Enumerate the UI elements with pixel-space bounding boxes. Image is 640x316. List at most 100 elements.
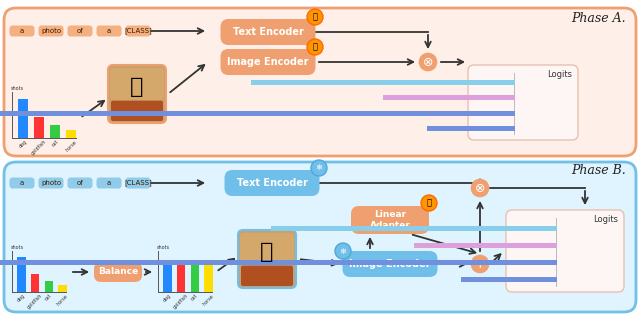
FancyBboxPatch shape (241, 266, 293, 286)
Text: [CLASS]: [CLASS] (124, 179, 152, 186)
Text: ❄: ❄ (339, 246, 346, 256)
Circle shape (311, 160, 327, 176)
FancyBboxPatch shape (38, 178, 63, 189)
Text: Logits: Logits (547, 70, 572, 79)
FancyBboxPatch shape (351, 206, 429, 234)
Bar (191, 263, 199, 292)
Text: shots: shots (11, 86, 24, 91)
Bar (414, 243, 557, 248)
Text: Image Encoder: Image Encoder (227, 57, 308, 67)
Text: Text Encoder: Text Encoder (237, 178, 307, 188)
Text: dog: dog (499, 111, 511, 116)
Bar (0, 260, 557, 265)
Text: 🔥: 🔥 (312, 42, 317, 52)
Text: a: a (20, 28, 24, 34)
Text: cat: cat (190, 293, 199, 302)
Text: ❄: ❄ (316, 163, 323, 173)
Text: Balance: Balance (98, 268, 138, 276)
Bar (163, 263, 172, 292)
Circle shape (419, 53, 437, 71)
Bar (251, 80, 515, 85)
Bar (18, 99, 28, 138)
FancyBboxPatch shape (110, 68, 164, 100)
Text: dog: dog (17, 293, 26, 303)
FancyBboxPatch shape (4, 8, 636, 156)
Bar (17, 257, 26, 292)
Text: ⊗: ⊗ (475, 181, 485, 195)
Bar (34, 117, 44, 138)
FancyBboxPatch shape (506, 210, 624, 292)
Text: of: of (77, 28, 83, 34)
FancyBboxPatch shape (10, 178, 35, 189)
Text: Phase B.: Phase B. (572, 164, 626, 177)
Text: shots: shots (157, 245, 170, 250)
Text: 🐕: 🐕 (260, 242, 274, 262)
Text: cat: cat (501, 80, 511, 85)
Text: a: a (20, 180, 24, 186)
Text: Image Encoder: Image Encoder (349, 259, 431, 269)
Circle shape (307, 9, 323, 25)
Circle shape (421, 195, 437, 211)
FancyBboxPatch shape (221, 49, 316, 75)
Text: goldfish: goldfish (173, 293, 190, 310)
Text: goldfish: goldfish (31, 139, 47, 156)
Text: horse: horse (64, 139, 77, 152)
Bar (31, 274, 40, 292)
Text: horse: horse (535, 243, 552, 248)
Bar (177, 263, 186, 292)
Text: goldfish: goldfish (486, 126, 511, 131)
Text: 🔥: 🔥 (312, 13, 317, 21)
FancyBboxPatch shape (38, 26, 63, 37)
Bar (45, 281, 53, 292)
FancyBboxPatch shape (125, 26, 150, 37)
FancyBboxPatch shape (238, 230, 296, 288)
Text: Text Encoder: Text Encoder (232, 27, 303, 37)
FancyBboxPatch shape (221, 19, 316, 45)
FancyBboxPatch shape (111, 101, 163, 121)
Text: ⊗: ⊗ (423, 56, 433, 69)
Bar (0, 111, 515, 116)
Text: of: of (77, 180, 83, 186)
Text: a: a (107, 180, 111, 186)
Text: +: + (475, 258, 485, 270)
Text: dog: dog (163, 293, 173, 303)
Circle shape (471, 179, 489, 197)
Text: cat: cat (44, 293, 53, 302)
Text: photo: photo (41, 28, 61, 34)
FancyBboxPatch shape (108, 65, 166, 123)
Text: horse: horse (202, 293, 215, 306)
Text: Linear
Adapter: Linear Adapter (369, 210, 410, 230)
FancyBboxPatch shape (4, 162, 636, 312)
Bar (50, 125, 60, 138)
FancyBboxPatch shape (97, 26, 122, 37)
FancyBboxPatch shape (240, 233, 294, 265)
FancyBboxPatch shape (125, 178, 150, 189)
Text: dog: dog (541, 260, 552, 265)
Text: goldfish: goldfish (26, 293, 44, 310)
Text: 🐕: 🐕 (131, 77, 144, 97)
Text: goldfish: goldfish (528, 277, 552, 282)
Bar (58, 285, 67, 292)
Bar (271, 226, 557, 231)
Text: horse: horse (493, 95, 511, 100)
Text: Phase A.: Phase A. (572, 12, 626, 25)
Text: a: a (107, 28, 111, 34)
Bar (461, 277, 557, 282)
Text: horse: horse (56, 293, 69, 306)
Text: cat: cat (543, 226, 552, 231)
FancyBboxPatch shape (468, 65, 578, 140)
Text: photo: photo (41, 180, 61, 186)
FancyBboxPatch shape (67, 178, 93, 189)
Bar (383, 95, 515, 100)
Text: dog: dog (18, 139, 28, 149)
Text: 🔥: 🔥 (426, 198, 431, 208)
Bar (427, 126, 515, 131)
FancyBboxPatch shape (94, 262, 142, 282)
FancyBboxPatch shape (10, 26, 35, 37)
Text: Logits: Logits (593, 215, 618, 224)
Text: cat: cat (51, 139, 60, 148)
Bar (66, 130, 76, 138)
FancyBboxPatch shape (342, 251, 438, 277)
Text: [CLASS]: [CLASS] (124, 27, 152, 34)
FancyBboxPatch shape (97, 178, 122, 189)
